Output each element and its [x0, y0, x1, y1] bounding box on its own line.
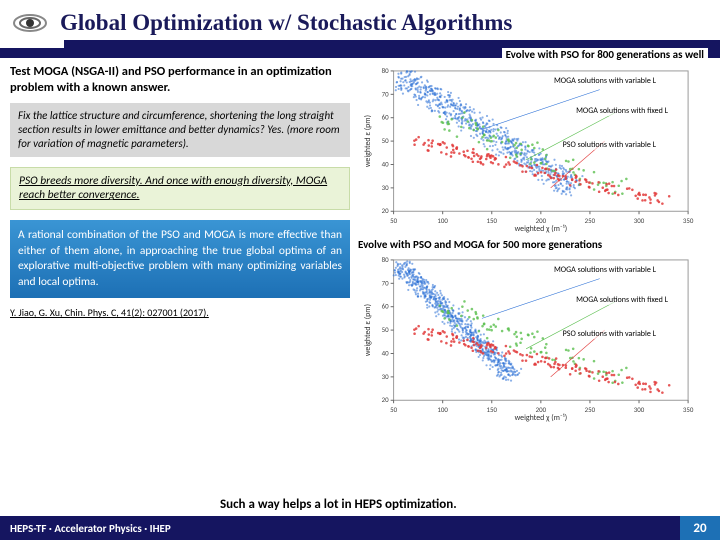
label-moga-fixed-1: MOGA solutions with fixed L — [575, 107, 669, 116]
scatter-chart-2: 5010015020025030035020304050607080weight… — [358, 253, 698, 423]
svg-text:weighted χ (m⁻¹): weighted χ (m⁻¹) — [515, 413, 568, 422]
right-column: 5010015020025030035020304050607080weight… — [358, 64, 698, 427]
svg-text:150: 150 — [487, 405, 498, 414]
svg-text:300: 300 — [634, 405, 645, 414]
svg-text:40: 40 — [382, 348, 390, 357]
svg-text:80: 80 — [382, 255, 390, 264]
top-chart-caption: Evolve with PSO for 800 generations as w… — [502, 48, 708, 61]
label-pso-var-2: PSO solutions with variable L — [562, 330, 657, 339]
svg-text:70: 70 — [382, 278, 390, 287]
svg-text:30: 30 — [382, 372, 390, 381]
svg-text:weighted ε (pm): weighted ε (pm) — [363, 115, 373, 167]
svg-text:50: 50 — [390, 405, 398, 414]
svg-text:20: 20 — [382, 206, 390, 215]
svg-text:350: 350 — [683, 405, 694, 414]
logo-icon — [10, 8, 50, 38]
page-number: 20 — [680, 516, 720, 540]
svg-text:30: 30 — [382, 183, 390, 192]
label-pso-var-1: PSO solutions with variable L — [562, 141, 657, 150]
svg-text:150: 150 — [487, 216, 498, 225]
svg-text:weighted ε (pm): weighted ε (pm) — [363, 304, 373, 356]
closing-text: Such a way helps a lot in HEPS optimizat… — [220, 497, 457, 512]
intro-text: Test MOGA (NSGA-II) and PSO performance … — [10, 64, 350, 95]
page-title: Global Optimization w/ Stochastic Algori… — [60, 10, 512, 36]
svg-text:250: 250 — [585, 405, 596, 414]
svg-text:100: 100 — [437, 216, 448, 225]
footer-bar: HEPS-TF · Accelerator Physics · IHEP 20 — [0, 516, 720, 540]
left-column: Test MOGA (NSGA-II) and PSO performance … — [10, 64, 350, 427]
rational-combo-box: A rational combination of the PSO and MO… — [10, 220, 350, 298]
fix-lattice-box: Fix the lattice structure and circumfere… — [10, 103, 350, 156]
svg-text:60: 60 — [382, 302, 390, 311]
svg-text:50: 50 — [390, 216, 398, 225]
svg-text:70: 70 — [382, 89, 390, 98]
svg-text:20: 20 — [382, 395, 390, 404]
svg-text:250: 250 — [585, 216, 596, 225]
svg-text:50: 50 — [382, 136, 390, 145]
label-moga-var-2: MOGA solutions with variable L — [553, 266, 657, 275]
svg-text:60: 60 — [382, 113, 390, 122]
footer-left: HEPS-TF · Accelerator Physics · IHEP — [0, 522, 171, 535]
citation: Y. Jiao, G. Xu, Chin. Phys. C, 41(2): 02… — [10, 306, 350, 319]
chart2-caption: Evolve with PSO and MOGA for 500 more ge… — [358, 238, 698, 251]
label-moga-fixed-2: MOGA solutions with fixed L — [575, 296, 669, 305]
svg-text:300: 300 — [634, 216, 645, 225]
pso-diversity-box: PSO breeds more diversity. And once with… — [10, 167, 350, 211]
svg-text:weighted χ (m⁻¹): weighted χ (m⁻¹) — [515, 224, 568, 233]
svg-text:40: 40 — [382, 159, 390, 168]
svg-text:350: 350 — [683, 216, 694, 225]
svg-text:50: 50 — [382, 325, 390, 334]
svg-text:100: 100 — [437, 405, 448, 414]
label-moga-var-1: MOGA solutions with variable L — [553, 77, 657, 86]
svg-text:80: 80 — [382, 66, 390, 75]
scatter-chart-1: 5010015020025030035020304050607080weight… — [358, 64, 698, 234]
